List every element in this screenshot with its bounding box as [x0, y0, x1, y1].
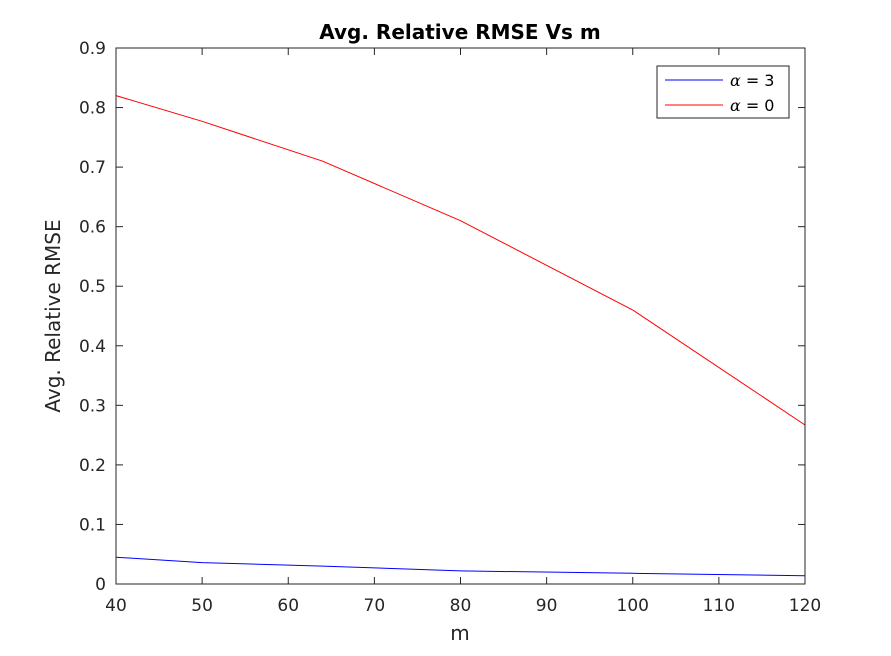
y-tick-label: 0.4	[79, 337, 106, 357]
y-tick-label: 0.5	[79, 277, 106, 297]
legend-alpha-value: = 0	[746, 96, 775, 115]
x-tick-label: 120	[789, 596, 821, 616]
legend-alpha-symbol: α	[730, 71, 741, 90]
legend: α = 3 α = 0	[656, 65, 790, 119]
y-tick-label: 0.7	[79, 158, 106, 178]
y-tick-label: 0.9	[79, 39, 106, 59]
series-layer	[115, 95, 806, 577]
x-tick-label: 90	[536, 596, 558, 616]
x-tick-label: 50	[191, 596, 213, 616]
y-tick-label: 0.8	[79, 99, 106, 119]
x-tick-label: 80	[450, 596, 472, 616]
series-line-1	[115, 95, 806, 426]
plot-area	[116, 48, 805, 584]
x-tick-label: 100	[617, 596, 649, 616]
x-tick-label: 70	[364, 596, 386, 616]
chart-title: Avg. Relative RMSE Vs m	[319, 20, 601, 44]
x-tick-label: 110	[703, 596, 735, 616]
y-tick-label: 0.1	[79, 515, 106, 535]
y-tick-label: 0.3	[79, 396, 106, 416]
legend-alpha-value: = 3	[746, 71, 775, 90]
legend-entry-alpha-3: α = 3	[730, 71, 774, 90]
y-tick-label: 0.6	[79, 218, 106, 238]
x-axis-label: m	[450, 621, 469, 645]
y-axis-label: Avg. Relative RMSE	[41, 219, 65, 412]
series-line-0	[115, 556, 806, 577]
legend-entry-alpha-0: α = 0	[730, 96, 774, 115]
y-tick-label: 0	[95, 575, 106, 595]
x-tick-label: 60	[277, 596, 299, 616]
legend-alpha-symbol: α	[730, 96, 741, 115]
x-axis-ticks: 40 50 60 70 80 90 100 110 120	[105, 48, 821, 616]
y-axis-ticks: 0 0.1 0.2 0.3 0.4 0.5 0.6 0.7 0.8 0.9	[79, 39, 805, 595]
x-tick-label: 40	[105, 596, 127, 616]
y-tick-label: 0.2	[79, 456, 106, 476]
legend-box	[656, 65, 790, 119]
